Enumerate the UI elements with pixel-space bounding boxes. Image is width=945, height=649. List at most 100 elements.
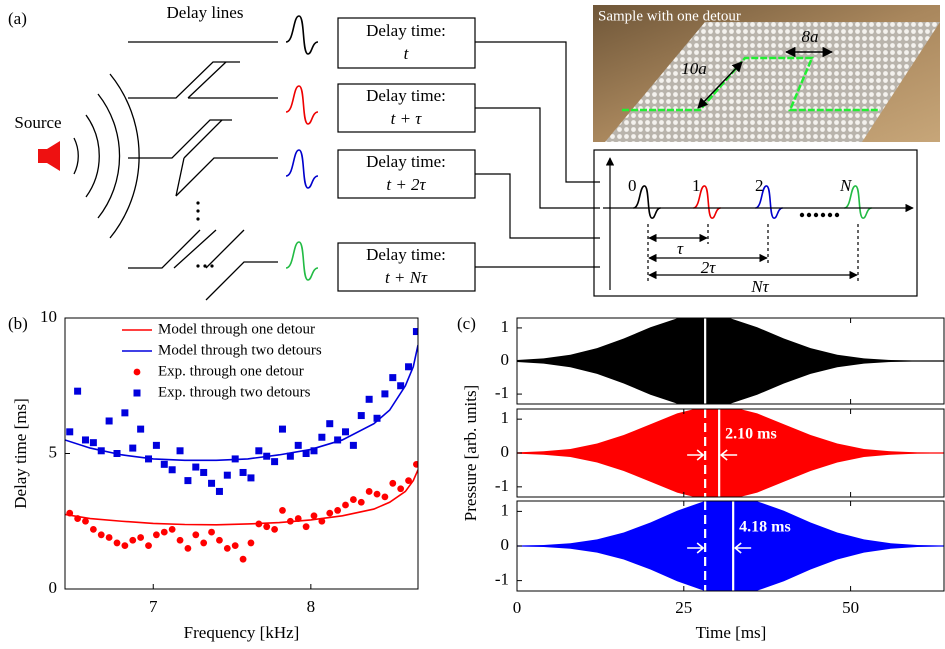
data-point (97, 531, 105, 539)
x-tick-label: 50 (842, 598, 859, 617)
data-point (121, 542, 129, 550)
box-title: Delay time: (366, 152, 446, 171)
model-curve (65, 344, 418, 462)
speaker (38, 141, 60, 171)
data-point (168, 466, 176, 474)
plot-area (517, 501, 944, 591)
data-point (192, 531, 200, 539)
pulse-label: 2 (755, 176, 764, 195)
legend-label: Model through one detour (158, 321, 315, 337)
inset (593, 149, 918, 297)
data-point (200, 539, 208, 547)
data-point (302, 450, 310, 457)
data-point (342, 501, 349, 509)
legend-swatch (133, 389, 141, 397)
signal-envelope-lower (517, 546, 944, 591)
data-point (302, 523, 310, 531)
legend-label: Exp. through one detour (158, 363, 304, 379)
data-point (342, 428, 350, 436)
data-point (247, 474, 255, 482)
data-point (160, 460, 168, 468)
data-point (97, 447, 105, 455)
data-point (105, 534, 113, 541)
data-point (152, 441, 160, 449)
data-point (405, 363, 413, 371)
data-point (278, 425, 286, 433)
data-point (153, 531, 160, 539)
data-point (137, 534, 145, 541)
box-value: t + τ (391, 109, 423, 128)
y-tick-label: -1 (495, 383, 509, 402)
data-point (176, 536, 184, 544)
data-point (365, 488, 373, 495)
delay-boxes (337, 17, 600, 292)
sound-waves (73, 73, 140, 239)
pulse-label: 1 (692, 176, 701, 195)
data-point (326, 420, 334, 428)
annotation-arrow (687, 542, 705, 554)
data-point (373, 490, 381, 498)
spacing-label: 2τ (701, 258, 717, 277)
x-tick-label: 25 (675, 598, 692, 617)
data-point (113, 450, 121, 457)
data-point (160, 528, 168, 536)
pulse-label: N (839, 176, 853, 195)
data-point (263, 452, 271, 460)
annotation-arrow (719, 449, 738, 461)
spacing-label: Nτ (750, 277, 769, 296)
data-point (271, 525, 278, 533)
data-point (74, 387, 82, 395)
data-point (365, 395, 373, 403)
data-point (413, 460, 418, 468)
data-point (389, 479, 397, 487)
plot-frame (64, 317, 419, 590)
data-point (121, 409, 129, 417)
panel-label: (b) (8, 314, 28, 333)
plot-frame (516, 408, 945, 498)
data-point (326, 509, 334, 517)
signal-envelope-upper (517, 318, 944, 361)
y-tick-label: 0 (49, 578, 58, 597)
box-title: Delay time: (366, 21, 446, 40)
data-point (279, 507, 286, 514)
data-point (255, 447, 263, 455)
data-point (397, 485, 405, 493)
data-point (389, 374, 397, 382)
data-point (318, 433, 326, 441)
y-axis-label: Pressure [arb. units] (461, 385, 480, 521)
plot-area (517, 409, 944, 497)
data-point (334, 507, 342, 514)
data-point (381, 390, 389, 398)
wavelet (285, 149, 319, 189)
y-tick-label: 1 (501, 500, 510, 519)
photo-dimension: 10a (681, 59, 707, 78)
data-point (129, 444, 137, 452)
data-point (310, 512, 318, 520)
data-point (349, 496, 357, 503)
data-point (137, 425, 145, 433)
data-point (215, 487, 223, 495)
source-label: Source (14, 113, 61, 132)
legend-label: Exp. through two detours (158, 384, 311, 400)
data-point (89, 525, 97, 533)
data-point (318, 517, 326, 525)
data-point (247, 539, 255, 547)
y-tick-label: 1 (501, 408, 510, 427)
data-point (89, 439, 97, 447)
data-point (168, 525, 176, 533)
pulse-label: 0 (628, 176, 637, 195)
wavelet (693, 185, 721, 220)
data-point (176, 447, 184, 455)
box-value: t + 2τ (386, 175, 426, 194)
box-value: t + Nτ (385, 268, 428, 287)
data-point (357, 412, 365, 420)
ellipsis-dots (196, 201, 840, 268)
box-title: Delay time: (366, 245, 446, 264)
delay-lines (128, 41, 278, 301)
photo-dimension: 8a (802, 27, 819, 46)
annotation: 4.18 ms (739, 519, 791, 536)
data-point (200, 468, 208, 476)
delay-lines-label: Delay lines (167, 3, 244, 22)
